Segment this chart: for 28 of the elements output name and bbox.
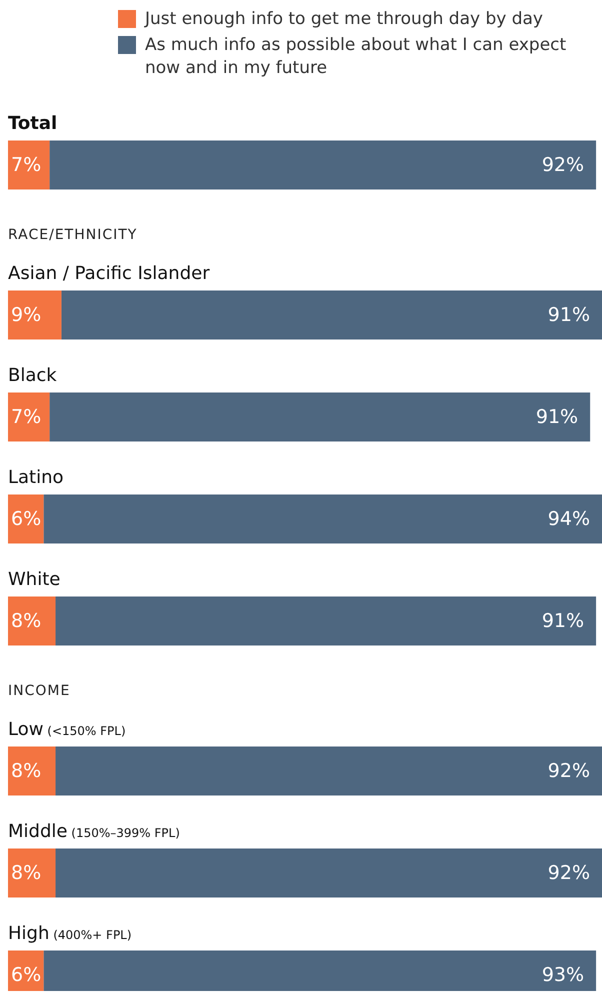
data-label: 7% [11, 154, 42, 176]
y-tick-label: Asian / Pacific Islander [8, 263, 210, 284]
data-label: 6% [11, 508, 42, 530]
y-tick-label: Middle (150%–399% FPL) [8, 821, 180, 842]
y-tick-label: White [8, 569, 60, 590]
data-label: 8% [11, 610, 42, 632]
data-label: 91% [536, 406, 578, 428]
data-label: 93% [542, 964, 584, 986]
data-label: 91% [548, 304, 590, 326]
y-tick-label: Total [8, 113, 58, 134]
data-label: 8% [11, 862, 42, 884]
y-tick-label: Latino [8, 467, 64, 488]
data-label: 91% [542, 610, 584, 632]
data-label: 92% [548, 862, 590, 884]
data-label: 94% [548, 508, 590, 530]
data-label: 9% [11, 304, 42, 326]
y-tick-label: Black [8, 365, 57, 386]
annotation: INCOME [8, 682, 70, 700]
legend-label: As much info as possible about what I can expect now and in my future [145, 34, 568, 80]
y-tick-label: Low (<150% FPL) [8, 719, 126, 740]
data-label: 8% [11, 760, 42, 782]
legend-label: Just enough info to get me through day by day [145, 8, 543, 31]
data-label: 92% [548, 760, 590, 782]
annotation: RACE/ETHNICITY [8, 226, 138, 244]
y-tick-label: High (400%+ FPL) [8, 923, 132, 944]
data-label: 7% [11, 406, 42, 428]
data-label: 92% [542, 154, 584, 176]
data-label: 6% [11, 964, 42, 986]
